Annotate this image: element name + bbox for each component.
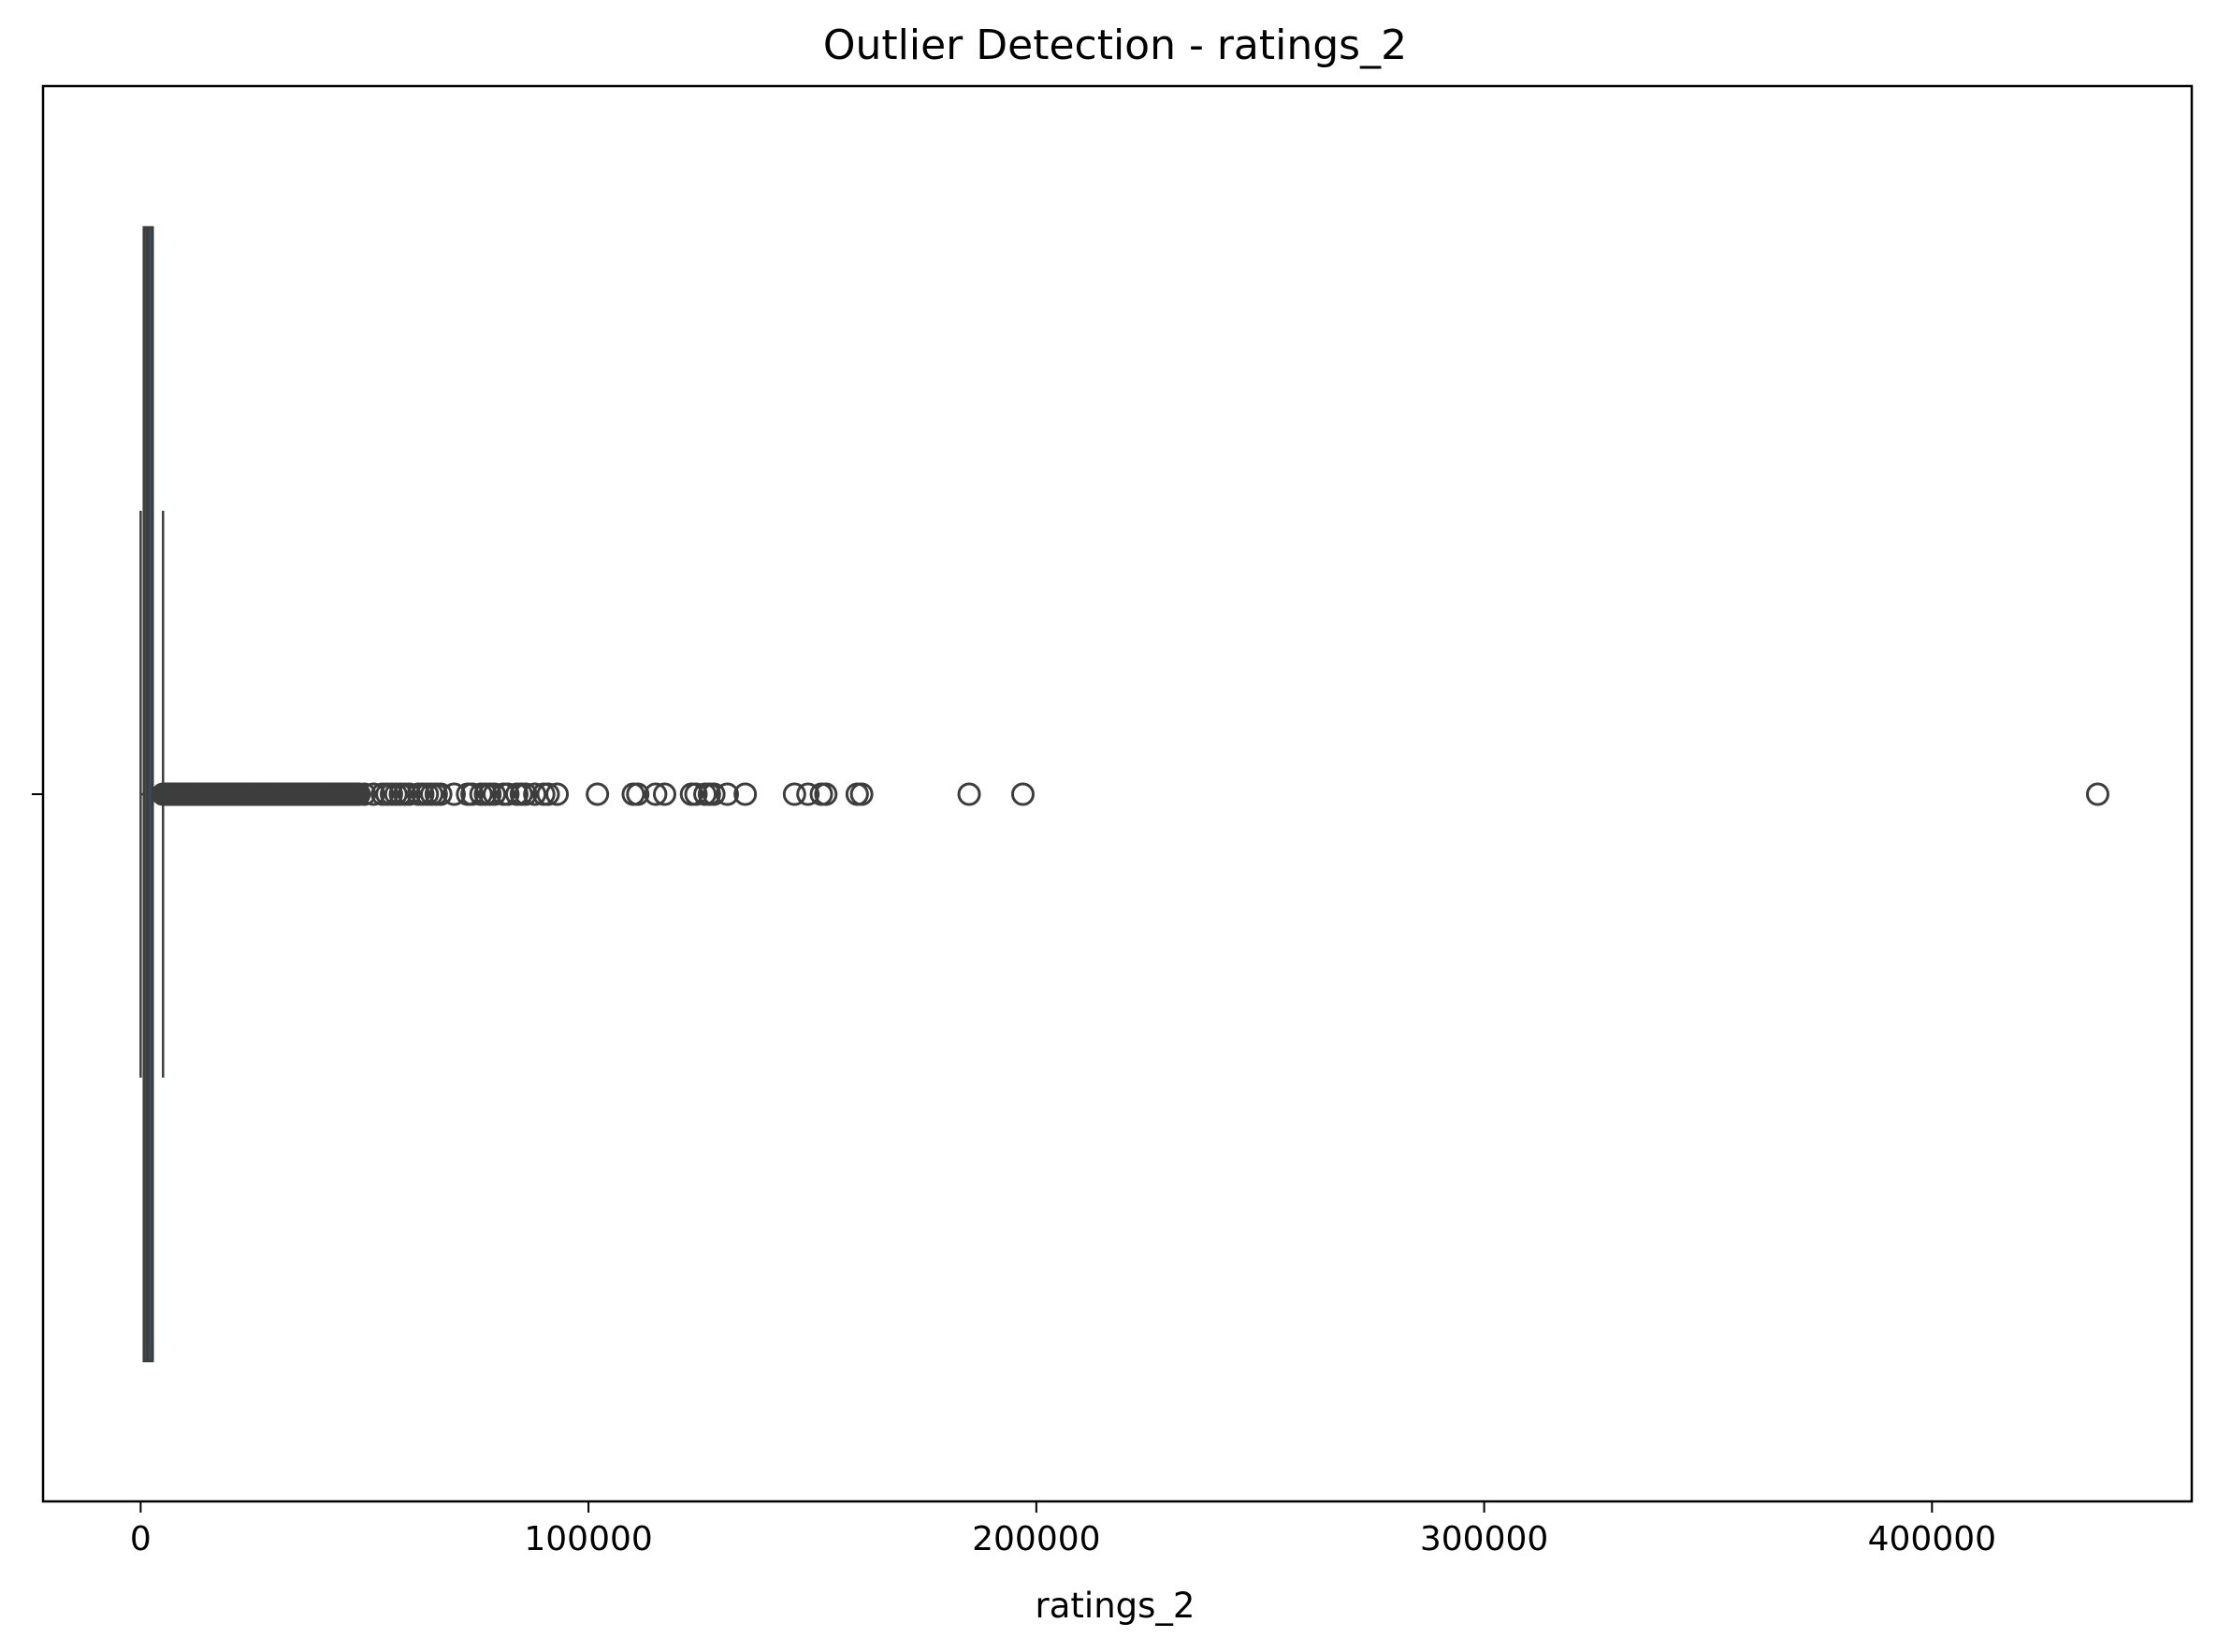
plot-area: [139, 225, 2109, 1363]
outlier-point: [652, 782, 676, 806]
outlier-point: [626, 782, 650, 806]
chart-title: Outlier Detection - ratings_2: [823, 22, 1407, 69]
outlier-point: [483, 782, 507, 806]
outlier-point: [644, 782, 668, 806]
outlier-point: [716, 782, 740, 806]
outlier-point: [496, 782, 520, 806]
outlier-point: [460, 782, 485, 806]
outlier-point: [849, 782, 874, 806]
outlier-point: [545, 782, 570, 806]
x-tick-label: 0: [130, 1520, 152, 1558]
outlier-point: [514, 782, 538, 806]
x-axis: 0 100000 200000 300000 400000: [130, 1501, 1996, 1558]
outlier-point: [2085, 782, 2109, 806]
outlier-point: [814, 782, 838, 806]
outlier-point: [684, 782, 708, 806]
x-tick-label: 100000: [524, 1520, 652, 1558]
x-tick-label: 400000: [1868, 1520, 1996, 1558]
outlier-point: [353, 782, 377, 806]
outlier-point: [796, 782, 820, 806]
outlier-point: [398, 782, 422, 806]
outlier-point: [957, 782, 981, 806]
outlier-point: [442, 782, 466, 806]
x-axis-label: ratings_2: [1036, 1586, 1195, 1626]
outlier-point: [702, 782, 726, 806]
outlier-point: [782, 782, 806, 806]
outlier-point: [361, 782, 385, 806]
outlier-point: [733, 782, 758, 806]
x-tick-label: 300000: [1420, 1520, 1548, 1558]
outlier-point: [586, 782, 610, 806]
outlier-point: [428, 782, 453, 806]
x-tick-label: 200000: [972, 1520, 1100, 1558]
outlier-point: [523, 782, 547, 806]
outlier-point: [1010, 782, 1035, 806]
outlier-point: [536, 782, 560, 806]
